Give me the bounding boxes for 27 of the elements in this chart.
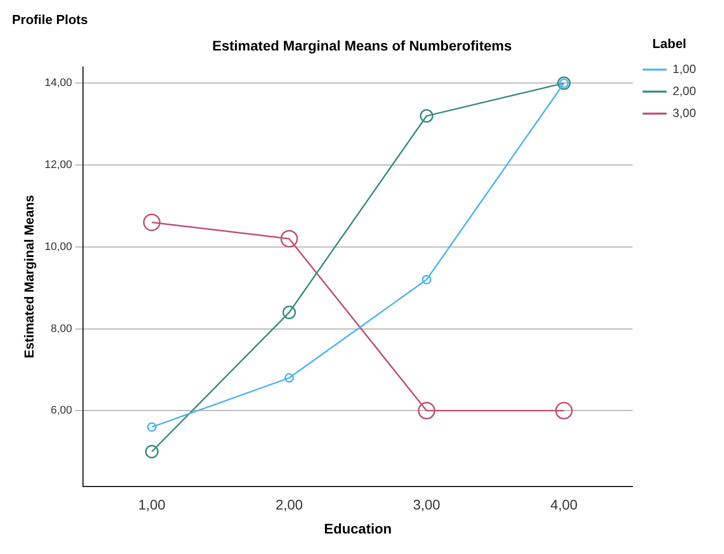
- y-tick-label: 12,00: [44, 159, 72, 172]
- y-tick-label: 10,00: [44, 240, 72, 253]
- legend-label: 2,00: [672, 84, 696, 98]
- x-tick-label: 4,00: [550, 496, 578, 513]
- point: [280, 230, 298, 248]
- point: [143, 214, 161, 232]
- legend-label: 1,00: [672, 62, 696, 76]
- point: [418, 402, 436, 420]
- point: [422, 274, 432, 284]
- point: [555, 402, 573, 420]
- y-tick-label: 8,00: [50, 322, 72, 335]
- x-tick-label: 2,00: [276, 496, 304, 513]
- x-tick-label: 1,00: [138, 496, 166, 513]
- legend-title: Label: [652, 36, 686, 52]
- text: Profile Plots: [12, 12, 88, 28]
- point: [282, 306, 296, 320]
- point: [420, 109, 434, 123]
- point: [145, 444, 159, 458]
- y-tick-label: 14,00: [44, 77, 72, 90]
- point: [147, 422, 157, 432]
- legend-label: 3,00: [672, 106, 696, 120]
- point: [284, 373, 294, 383]
- x-axis-title: Education: [324, 520, 392, 536]
- y-tick-label: 6,00: [50, 404, 72, 417]
- chart-title: Estimated Marginal Means of Numberofitems: [212, 37, 512, 54]
- x-tick-label: 3,00: [412, 496, 440, 513]
- y-axis-title: Estimated Marginal Means: [21, 194, 36, 358]
